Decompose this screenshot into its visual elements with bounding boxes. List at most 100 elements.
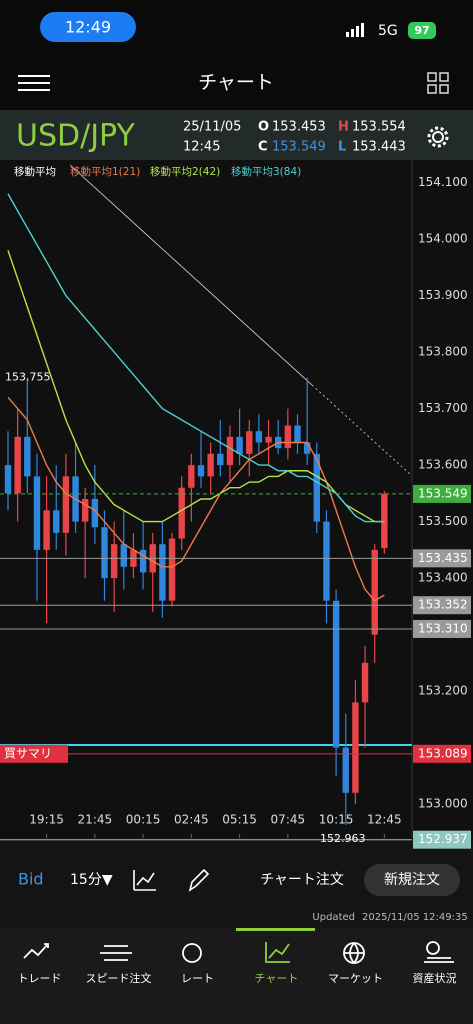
layout-icon[interactable] [427,72,449,94]
candle-body [159,544,166,601]
battery-level: 97 [414,24,429,37]
price-tag-label: 153.352 [418,598,468,612]
candle-body [236,436,243,454]
o-label: O [258,120,269,135]
moving-average [7,193,385,523]
nav-icon [23,943,49,959]
y-tick-label: 153.200 [418,684,468,698]
candle-body [82,499,89,522]
candle-body [217,453,224,466]
interval[interactable]: 15分▼ [70,872,113,888]
quote-date: 25/11/05 [183,120,241,135]
x-tick-label: 10:15 [319,813,354,827]
candle-body [110,544,118,579]
nav-icon [343,942,365,965]
candle-body [303,442,311,454]
x-tick-label: 19:15 [29,813,64,827]
price-tag-label: 153.310 [418,621,468,635]
candle-body [24,436,31,477]
price-type[interactable]: Bid [18,870,44,889]
candle-body [197,465,205,477]
updated-label: Updated [312,912,355,923]
candle-body [352,702,359,793]
nav-bg [0,928,473,1024]
nav-label[interactable]: レート [181,972,214,985]
candle-body [226,436,234,466]
candle-body [323,521,330,601]
price-tag [413,830,471,849]
price-tag-label: 153.089 [418,746,468,760]
high-label: 153.755 [5,371,51,384]
y-tick-label: 153.700 [418,401,468,415]
candle-body [178,487,185,539]
settings-icon[interactable] [427,126,449,148]
x-tick-label: 21:45 [78,813,113,827]
x-tick-label: 12:45 [367,813,402,827]
nav-icon [265,942,290,963]
nav-label[interactable]: スピード注文 [86,971,152,985]
legend-entry: 移動平均1(21) [70,165,140,178]
candle-body [313,453,320,522]
y-tick-label: 153.400 [418,571,468,585]
new-order[interactable]: 新規注文 [384,872,440,888]
trend-line [69,164,313,386]
x-tick-label: 07:45 [271,813,306,827]
o-value: 153.453 [272,120,326,135]
y-tick-label: 153.000 [418,797,468,811]
candle-body [255,431,263,443]
draw-icon[interactable] [188,868,210,892]
order-tag [0,744,68,763]
candle-body [361,662,369,703]
y-tick-label: 153.900 [418,288,468,302]
indicator-icon[interactable] [133,870,156,891]
candle-body [120,544,127,567]
h-label: H [338,120,349,135]
candle-body [168,538,176,601]
plot [4,193,388,826]
l-value: 153.443 [352,140,406,155]
chart-order[interactable]: チャート注文 [260,872,344,888]
battery [408,22,436,39]
y-tick-label: 153.500 [418,514,468,528]
y-tick-label: 153.800 [418,345,468,359]
candle-body [101,527,108,579]
nav-label[interactable]: マーケット [328,972,383,985]
candle-body [139,549,147,573]
h-value: 153.554 [352,120,406,135]
price-tag [413,549,471,568]
updated-time: 2025/11/05 12:49:35 [362,912,468,923]
legend-entry: 移動平均2(42) [150,165,220,178]
nav-label[interactable]: チャート [255,972,299,985]
menu-icon[interactable] [18,75,50,91]
c-value: 153.549 [272,140,326,155]
candle-body [265,436,272,443]
quote-time: 12:45 [183,140,220,155]
pair: USD/JPY [16,119,135,154]
candle-body [53,510,60,533]
time-pill [40,12,136,42]
y-tick-label: 154.100 [418,175,468,189]
new-order-btn[interactable] [364,864,460,896]
price-tag-label: 153.549 [418,486,468,500]
moving-average [7,396,385,602]
price-tag [413,484,471,503]
network: 5G [378,23,398,39]
header-title: チャート [198,72,274,94]
nav-icon [182,943,202,963]
moving-average [7,250,385,523]
nav-label[interactable]: 資産状況 [413,971,457,985]
x-tick-label: 05:15 [222,813,257,827]
price-tag [413,619,471,638]
quote-bg [0,110,473,160]
legend-entry: 移動平均 [14,165,56,178]
l-label: L [338,140,346,155]
x-tick-label: 00:15 [126,813,161,827]
candle-body [284,425,292,449]
candle-body [371,549,378,635]
nav-label[interactable]: トレード [18,972,62,985]
signal [346,23,364,37]
price-tag-label: 153.435 [418,551,468,565]
y-tick-label: 154.000 [418,232,468,246]
